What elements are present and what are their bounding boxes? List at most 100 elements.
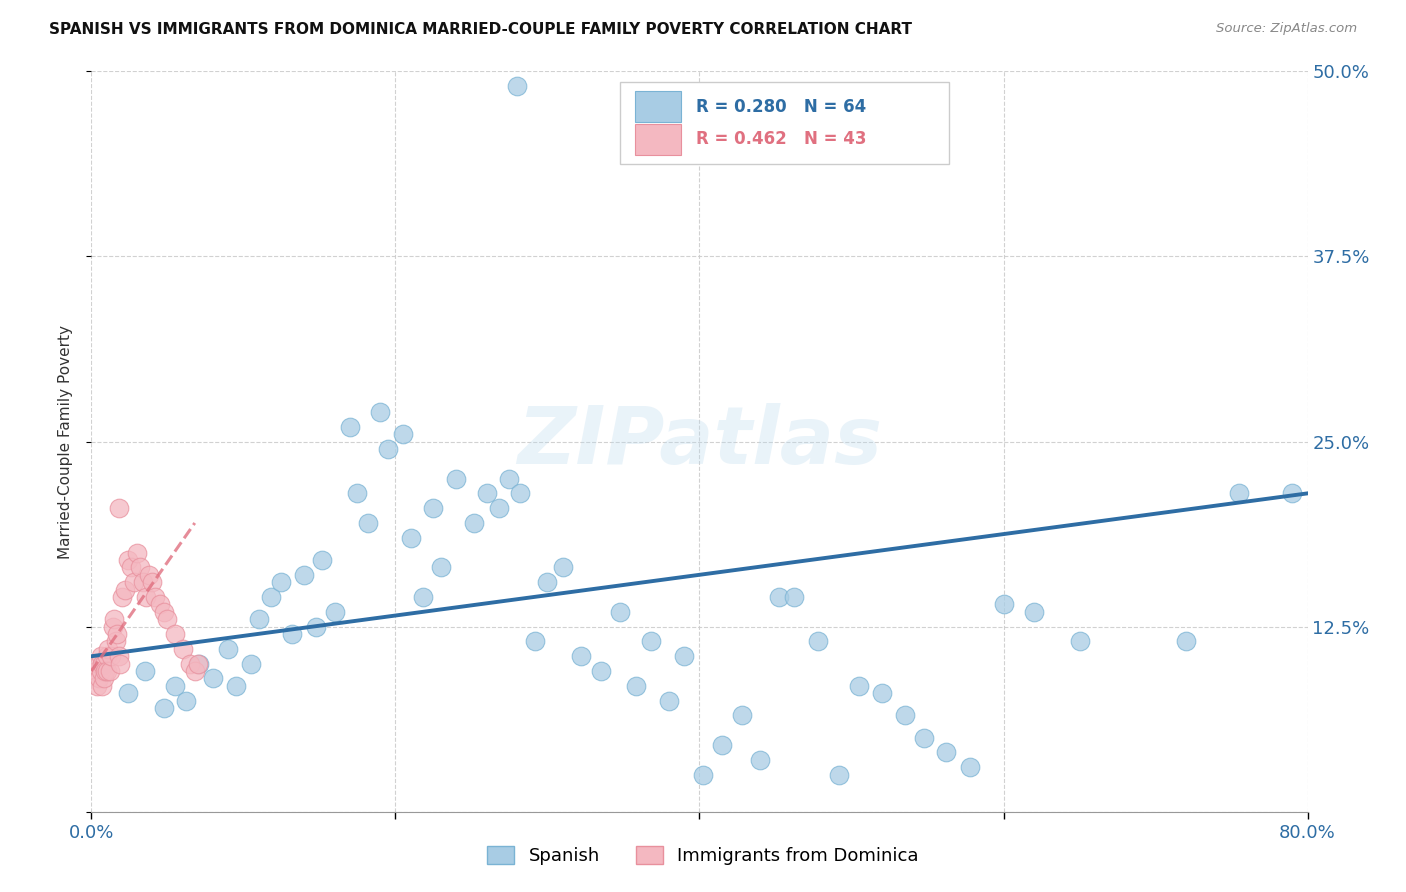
Point bbox=[893, 708, 915, 723]
Point bbox=[179, 657, 201, 671]
Point bbox=[125, 546, 148, 560]
Point bbox=[94, 664, 117, 678]
Point bbox=[463, 516, 485, 530]
Point bbox=[1281, 486, 1303, 500]
Point bbox=[783, 590, 806, 604]
Point bbox=[103, 612, 125, 626]
Text: R = 0.462   N = 43: R = 0.462 N = 43 bbox=[696, 130, 866, 148]
Point bbox=[120, 560, 142, 574]
Point bbox=[749, 753, 772, 767]
Point bbox=[1022, 605, 1045, 619]
Point bbox=[163, 627, 186, 641]
Y-axis label: Married-Couple Family Poverty: Married-Couple Family Poverty bbox=[58, 325, 73, 558]
Point bbox=[609, 605, 631, 619]
Point bbox=[96, 649, 118, 664]
Point bbox=[624, 679, 647, 693]
Point bbox=[89, 664, 111, 678]
Point bbox=[673, 649, 696, 664]
Point bbox=[93, 657, 115, 671]
Point bbox=[475, 486, 498, 500]
Point bbox=[240, 657, 263, 671]
Point bbox=[96, 664, 118, 678]
Point bbox=[84, 664, 107, 678]
Point bbox=[143, 590, 166, 604]
Point bbox=[111, 590, 134, 604]
Point bbox=[509, 486, 531, 500]
Point bbox=[87, 672, 110, 686]
Point bbox=[488, 501, 510, 516]
Point bbox=[1174, 634, 1197, 648]
Point bbox=[100, 649, 122, 664]
Point bbox=[98, 664, 121, 678]
Point bbox=[202, 672, 225, 686]
Point bbox=[281, 627, 304, 641]
Point bbox=[536, 575, 558, 590]
Point bbox=[132, 575, 155, 590]
Point bbox=[134, 664, 156, 678]
Point bbox=[153, 701, 176, 715]
Point bbox=[114, 582, 136, 597]
Point bbox=[506, 79, 529, 94]
Point bbox=[292, 567, 315, 582]
Point bbox=[188, 657, 211, 671]
Point bbox=[870, 686, 893, 700]
Point bbox=[260, 590, 283, 604]
Point bbox=[153, 605, 176, 619]
Point bbox=[187, 657, 209, 671]
Point bbox=[174, 694, 197, 708]
Text: R = 0.280   N = 64: R = 0.280 N = 64 bbox=[696, 98, 866, 116]
Point bbox=[323, 605, 346, 619]
Point bbox=[97, 641, 120, 656]
Point bbox=[104, 634, 127, 648]
Point bbox=[1069, 634, 1091, 648]
Point bbox=[93, 672, 115, 686]
Point bbox=[86, 679, 108, 693]
Point bbox=[430, 560, 453, 574]
Point bbox=[107, 649, 129, 664]
Point bbox=[392, 427, 415, 442]
Point bbox=[640, 634, 662, 648]
FancyBboxPatch shape bbox=[636, 124, 682, 155]
Point bbox=[412, 590, 434, 604]
Point bbox=[357, 516, 380, 530]
Point bbox=[848, 679, 870, 693]
Point bbox=[339, 419, 361, 434]
Point bbox=[1227, 486, 1250, 500]
FancyBboxPatch shape bbox=[620, 82, 949, 164]
Point bbox=[122, 575, 145, 590]
Point bbox=[135, 590, 157, 604]
Point bbox=[807, 634, 830, 648]
Point bbox=[117, 553, 139, 567]
Point bbox=[711, 738, 734, 752]
Point bbox=[524, 634, 547, 648]
Point bbox=[141, 575, 163, 590]
Point bbox=[346, 486, 368, 500]
Point bbox=[247, 612, 270, 626]
Point bbox=[305, 619, 328, 633]
Point bbox=[105, 627, 128, 641]
Text: Source: ZipAtlas.com: Source: ZipAtlas.com bbox=[1216, 22, 1357, 36]
Point bbox=[444, 471, 467, 485]
Point bbox=[914, 731, 936, 745]
Point bbox=[107, 501, 129, 516]
Point bbox=[184, 664, 207, 678]
Point bbox=[110, 657, 132, 671]
Point bbox=[117, 686, 139, 700]
Point bbox=[138, 567, 160, 582]
Point bbox=[156, 612, 179, 626]
Point bbox=[399, 531, 422, 545]
Point bbox=[129, 560, 152, 574]
Point bbox=[569, 649, 592, 664]
Point bbox=[91, 657, 114, 671]
Point bbox=[993, 598, 1015, 612]
Point bbox=[172, 641, 194, 656]
Point bbox=[311, 553, 333, 567]
Point bbox=[91, 679, 114, 693]
Point bbox=[935, 746, 957, 760]
Point bbox=[422, 501, 444, 516]
Point bbox=[658, 694, 681, 708]
Point bbox=[163, 679, 186, 693]
Point bbox=[692, 767, 714, 781]
Point bbox=[149, 598, 172, 612]
Point bbox=[959, 760, 981, 774]
